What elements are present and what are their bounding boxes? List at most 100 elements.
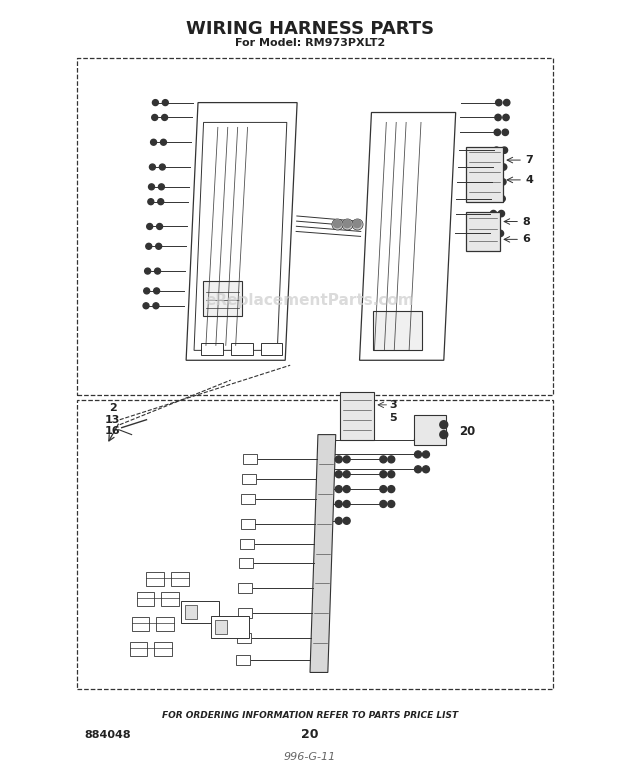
Circle shape — [492, 164, 499, 170]
Circle shape — [495, 99, 502, 106]
Text: 20: 20 — [459, 425, 475, 438]
Text: 20: 20 — [301, 729, 319, 741]
Text: 13: 13 — [105, 415, 120, 425]
Circle shape — [353, 220, 361, 228]
Text: 4: 4 — [525, 175, 533, 185]
Bar — [240, 539, 254, 548]
Circle shape — [153, 100, 158, 105]
Circle shape — [152, 115, 157, 120]
Circle shape — [343, 517, 350, 524]
Circle shape — [334, 220, 341, 228]
Circle shape — [422, 436, 430, 443]
Circle shape — [388, 456, 395, 463]
Circle shape — [335, 486, 342, 493]
Circle shape — [501, 147, 508, 154]
Bar — [373, 310, 422, 350]
Circle shape — [147, 224, 153, 229]
Circle shape — [159, 164, 166, 170]
Bar — [340, 392, 374, 440]
Circle shape — [503, 115, 509, 121]
Circle shape — [490, 211, 497, 217]
Circle shape — [162, 115, 167, 120]
Bar — [130, 642, 148, 656]
Circle shape — [498, 211, 505, 217]
Circle shape — [388, 471, 395, 477]
Bar — [237, 608, 252, 618]
Circle shape — [154, 288, 159, 294]
Circle shape — [157, 224, 162, 229]
Bar — [146, 573, 164, 587]
Bar — [215, 620, 227, 634]
Circle shape — [502, 129, 508, 136]
Bar — [241, 494, 255, 504]
Circle shape — [343, 471, 350, 477]
Circle shape — [499, 196, 505, 202]
Bar — [237, 633, 250, 643]
Bar — [414, 415, 446, 445]
Text: 2: 2 — [109, 402, 117, 413]
Circle shape — [335, 471, 342, 477]
Circle shape — [144, 268, 151, 274]
Circle shape — [153, 303, 159, 309]
Text: WIRING HARNESS PARTS: WIRING HARNESS PARTS — [186, 20, 434, 38]
Circle shape — [489, 230, 495, 236]
Bar — [77, 400, 553, 690]
Bar — [239, 558, 253, 569]
Bar — [154, 642, 172, 656]
Text: 5: 5 — [389, 413, 397, 423]
Bar — [77, 58, 553, 395]
Circle shape — [422, 466, 430, 473]
Circle shape — [500, 164, 507, 170]
Circle shape — [162, 100, 168, 105]
Polygon shape — [310, 434, 336, 672]
Circle shape — [415, 466, 422, 473]
Bar — [241, 519, 254, 529]
Circle shape — [343, 220, 351, 228]
Text: eReplacementParts.com: eReplacementParts.com — [206, 293, 414, 308]
Text: 6: 6 — [522, 234, 530, 244]
Circle shape — [156, 243, 162, 250]
Circle shape — [415, 436, 422, 443]
Bar — [185, 605, 197, 619]
Circle shape — [151, 140, 156, 145]
Text: FOR ORDERING INFORMATION REFER TO PARTS PRICE LIST: FOR ORDERING INFORMATION REFER TO PARTS … — [162, 711, 458, 720]
Circle shape — [343, 486, 350, 493]
Bar — [161, 592, 179, 606]
Circle shape — [440, 420, 448, 429]
Circle shape — [380, 456, 387, 463]
Circle shape — [422, 451, 430, 458]
Circle shape — [495, 115, 501, 121]
Circle shape — [380, 486, 387, 493]
Circle shape — [494, 147, 500, 154]
Bar — [236, 654, 250, 665]
Bar — [239, 583, 252, 593]
Bar — [171, 573, 189, 587]
Circle shape — [143, 303, 149, 309]
Bar — [242, 474, 256, 484]
Circle shape — [500, 179, 506, 185]
Circle shape — [343, 501, 350, 508]
Bar — [136, 592, 154, 606]
Bar — [156, 617, 174, 631]
Text: 996-G-11: 996-G-11 — [284, 752, 336, 762]
Circle shape — [154, 268, 161, 274]
Circle shape — [503, 99, 510, 106]
Bar — [260, 343, 283, 356]
Circle shape — [144, 288, 149, 294]
Circle shape — [159, 184, 164, 190]
Text: 16: 16 — [105, 426, 120, 436]
Bar — [466, 211, 500, 251]
Bar — [203, 281, 242, 316]
Circle shape — [343, 456, 350, 463]
Text: For Model: RM973PXLT2: For Model: RM973PXLT2 — [235, 38, 385, 48]
Bar — [243, 455, 257, 464]
Circle shape — [157, 199, 164, 204]
Circle shape — [149, 164, 156, 170]
Circle shape — [161, 140, 166, 145]
Circle shape — [335, 456, 342, 463]
Circle shape — [388, 486, 395, 493]
Circle shape — [497, 230, 503, 236]
Bar — [231, 343, 253, 356]
Circle shape — [440, 431, 448, 438]
Bar — [181, 601, 219, 623]
